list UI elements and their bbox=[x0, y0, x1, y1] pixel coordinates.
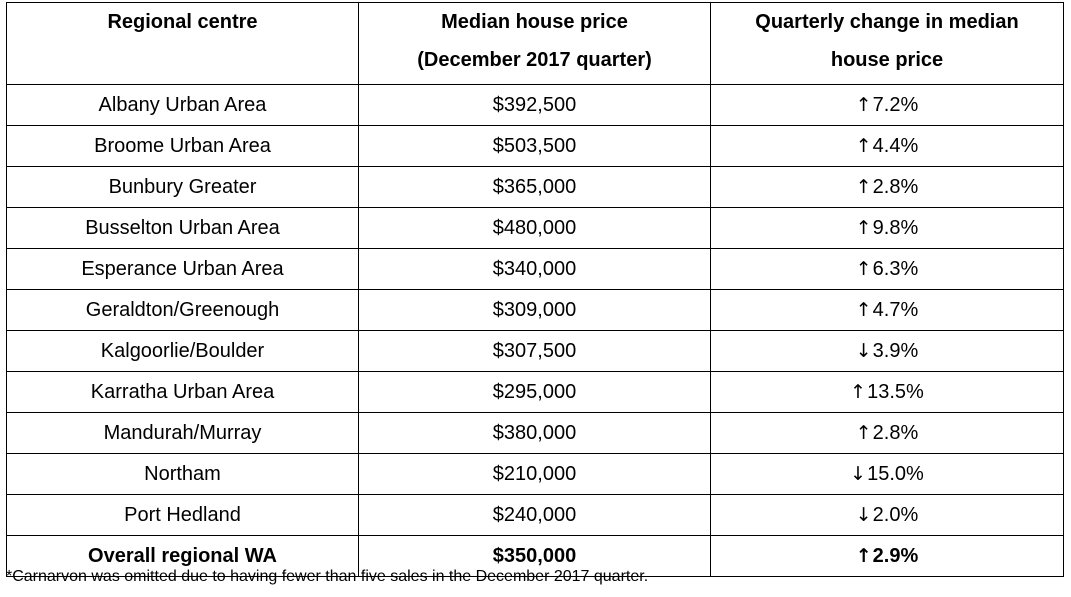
change-value: 7.2% bbox=[872, 94, 919, 116]
trend-arrow-icon: ↑ bbox=[855, 299, 872, 321]
cell-centre: Overall regional WA bbox=[6, 535, 359, 577]
cell-price: $503,500 bbox=[358, 125, 711, 167]
table-row: Albany Urban Area $392,500 ↑7.2% bbox=[6, 84, 1064, 126]
cell-price: $480,000 bbox=[358, 207, 711, 249]
header-line: Regional centre bbox=[107, 11, 258, 33]
change-value: 2.9% bbox=[872, 545, 919, 567]
header-line: Quarterly change in median bbox=[755, 11, 1019, 33]
cell-price: $350,000 bbox=[358, 535, 711, 577]
footnote: *Carnarvon was omitted due to having few… bbox=[6, 568, 649, 585]
cell-change: ↑2.9% bbox=[710, 535, 1064, 577]
cell-price: $210,000 bbox=[358, 453, 711, 495]
cell-price: $392,500 bbox=[358, 84, 711, 126]
cell-change: ↑9.8% bbox=[710, 207, 1064, 249]
cell-centre: Bunbury Greater bbox=[6, 166, 359, 208]
table-row: Geraldton/Greenough $309,000 ↑4.7% bbox=[6, 289, 1064, 331]
cell-price: $307,500 bbox=[358, 330, 711, 372]
cell-price: $309,000 bbox=[358, 289, 711, 331]
cell-change: ↑4.7% bbox=[710, 289, 1064, 331]
change-value: 6.3% bbox=[872, 258, 919, 280]
table-total-row: Overall regional WA $350,000 ↑2.9% bbox=[6, 535, 1064, 577]
cell-centre: Busselton Urban Area bbox=[6, 207, 359, 249]
cell-centre: Karratha Urban Area bbox=[6, 371, 359, 413]
cell-centre: Geraldton/Greenough bbox=[6, 289, 359, 331]
cell-centre: Northam bbox=[6, 453, 359, 495]
trend-arrow-icon: ↑ bbox=[855, 258, 872, 280]
trend-arrow-icon: ↓ bbox=[855, 340, 872, 362]
cell-centre: Port Hedland bbox=[6, 494, 359, 536]
cell-centre: Albany Urban Area bbox=[6, 84, 359, 126]
header-regional-centre: Regional centre bbox=[6, 2, 359, 85]
trend-arrow-icon: ↑ bbox=[855, 176, 872, 198]
table-row: Busselton Urban Area $480,000 ↑9.8% bbox=[6, 207, 1064, 249]
header-line: Median house price bbox=[441, 11, 628, 33]
trend-arrow-icon: ↓ bbox=[855, 504, 872, 526]
table-row: Karratha Urban Area $295,000 ↑13.5% bbox=[6, 371, 1064, 413]
cell-change: ↓3.9% bbox=[710, 330, 1064, 372]
header-quarterly-change: Quarterly change in median house price bbox=[710, 2, 1064, 85]
header-line: house price bbox=[830, 49, 944, 71]
cell-price: $295,000 bbox=[358, 371, 711, 413]
trend-arrow-icon: ↑ bbox=[850, 381, 867, 403]
change-value: 3.9% bbox=[872, 340, 919, 362]
change-value: 13.5% bbox=[867, 381, 924, 403]
table-header-row: Regional centre Median house price (Dece… bbox=[6, 2, 1064, 85]
cell-change: ↑6.3% bbox=[710, 248, 1064, 290]
trend-arrow-icon: ↑ bbox=[855, 545, 872, 567]
table-row: Kalgoorlie/Boulder $307,500 ↓3.9% bbox=[6, 330, 1064, 372]
header-line: (December 2017 quarter) bbox=[417, 49, 652, 71]
change-value: 2.0% bbox=[872, 504, 919, 526]
cell-price: $340,000 bbox=[358, 248, 711, 290]
cell-price: $365,000 bbox=[358, 166, 711, 208]
cell-change: ↑4.4% bbox=[710, 125, 1064, 167]
cell-centre: Esperance Urban Area bbox=[6, 248, 359, 290]
cell-centre: Kalgoorlie/Boulder bbox=[6, 330, 359, 372]
trend-arrow-icon: ↑ bbox=[855, 217, 872, 239]
change-value: 2.8% bbox=[872, 422, 919, 444]
header-median-price: Median house price (December 2017 quarte… bbox=[358, 2, 711, 85]
house-price-table: Regional centre Median house price (Dece… bbox=[6, 2, 1064, 577]
cell-change: ↓2.0% bbox=[710, 494, 1064, 536]
table-row: Bunbury Greater $365,000 ↑2.8% bbox=[6, 166, 1064, 208]
trend-arrow-icon: ↑ bbox=[855, 135, 872, 157]
table-row: Broome Urban Area $503,500 ↑4.4% bbox=[6, 125, 1064, 167]
trend-arrow-icon: ↑ bbox=[855, 94, 872, 116]
change-value: 4.4% bbox=[872, 135, 919, 157]
cell-change: ↑2.8% bbox=[710, 412, 1064, 454]
cell-price: $380,000 bbox=[358, 412, 711, 454]
cell-centre: Broome Urban Area bbox=[6, 125, 359, 167]
table-row: Northam $210,000 ↓15.0% bbox=[6, 453, 1064, 495]
change-value: 9.8% bbox=[872, 217, 919, 239]
change-value: 4.7% bbox=[872, 299, 919, 321]
table-row: Mandurah/Murray $380,000 ↑2.8% bbox=[6, 412, 1064, 454]
cell-change: ↑7.2% bbox=[710, 84, 1064, 126]
cell-change: ↑13.5% bbox=[710, 371, 1064, 413]
cell-centre: Mandurah/Murray bbox=[6, 412, 359, 454]
table-row: Esperance Urban Area $340,000 ↑6.3% bbox=[6, 248, 1064, 290]
change-value: 2.8% bbox=[872, 176, 919, 198]
change-value: 15.0% bbox=[867, 463, 924, 485]
cell-price: $240,000 bbox=[358, 494, 711, 536]
cell-change: ↓15.0% bbox=[710, 453, 1064, 495]
cell-change: ↑2.8% bbox=[710, 166, 1064, 208]
trend-arrow-icon: ↓ bbox=[850, 463, 867, 485]
table-row: Port Hedland $240,000 ↓2.0% bbox=[6, 494, 1064, 536]
trend-arrow-icon: ↑ bbox=[855, 422, 872, 444]
